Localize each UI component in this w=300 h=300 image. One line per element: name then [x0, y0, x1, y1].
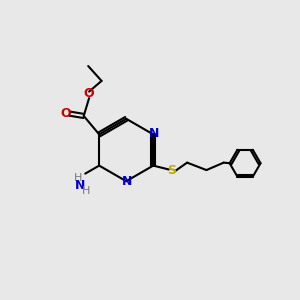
- Text: N: N: [122, 175, 132, 188]
- Text: O: O: [84, 88, 94, 100]
- Text: O: O: [60, 107, 71, 120]
- Text: H: H: [74, 173, 82, 183]
- Text: H: H: [82, 187, 90, 196]
- Text: S: S: [167, 164, 176, 178]
- Text: N: N: [75, 179, 85, 192]
- Text: N: N: [149, 127, 159, 140]
